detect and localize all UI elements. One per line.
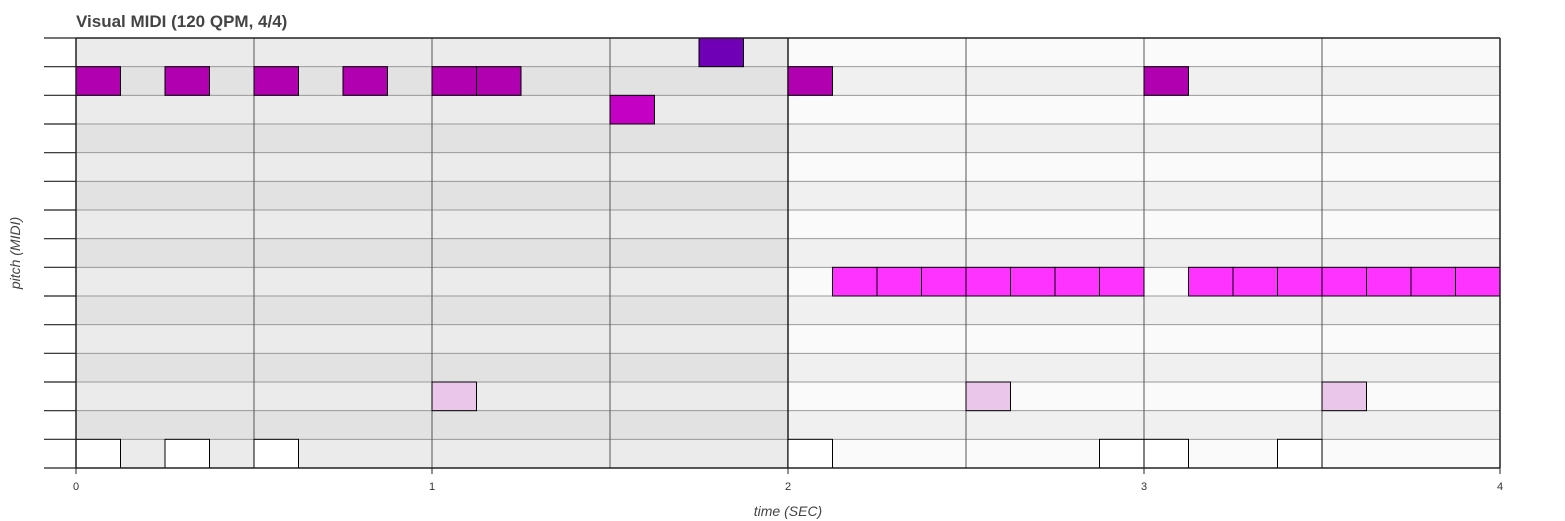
x-tick-label: 3 xyxy=(1141,481,1147,493)
note xyxy=(787,66,833,96)
note xyxy=(1321,266,1367,297)
note xyxy=(1277,266,1323,297)
note xyxy=(75,66,121,96)
x-tick-label: 4 xyxy=(1497,481,1503,493)
note xyxy=(75,438,121,469)
x-tick-label: 2 xyxy=(785,481,791,493)
note xyxy=(164,438,210,469)
note xyxy=(1143,438,1189,469)
y-axis-ticks xyxy=(44,37,76,469)
note xyxy=(431,381,477,412)
y-axis-label: pitch (MIDI) xyxy=(7,217,23,290)
note xyxy=(431,66,477,96)
note xyxy=(1054,266,1100,297)
note xyxy=(1143,66,1189,96)
note xyxy=(609,94,655,125)
note xyxy=(965,381,1011,412)
x-axis-label: time (SEC) xyxy=(754,503,822,519)
note xyxy=(832,266,878,297)
chart-title: Visual MIDI (120 QPM, 4/4) xyxy=(76,12,287,31)
note xyxy=(1232,266,1278,297)
notes-layer xyxy=(75,37,1501,469)
note xyxy=(787,438,833,469)
x-tick-label: 0 xyxy=(73,481,79,493)
note xyxy=(1099,438,1145,469)
note xyxy=(1455,266,1501,297)
note xyxy=(1410,266,1456,297)
note xyxy=(1188,266,1234,297)
note xyxy=(1099,266,1145,297)
x-axis-ticks: 0 1 2 3 4 xyxy=(73,468,1503,493)
note xyxy=(1010,266,1056,297)
note xyxy=(342,66,388,96)
x-tick-label: 1 xyxy=(429,481,435,493)
note xyxy=(1321,381,1367,412)
note xyxy=(876,266,922,297)
note xyxy=(1277,438,1323,469)
note xyxy=(476,66,522,96)
note xyxy=(921,266,967,297)
note xyxy=(965,266,1011,297)
note xyxy=(698,37,744,68)
note xyxy=(1366,266,1412,297)
note xyxy=(253,66,299,96)
note xyxy=(164,66,210,96)
note xyxy=(253,438,299,469)
